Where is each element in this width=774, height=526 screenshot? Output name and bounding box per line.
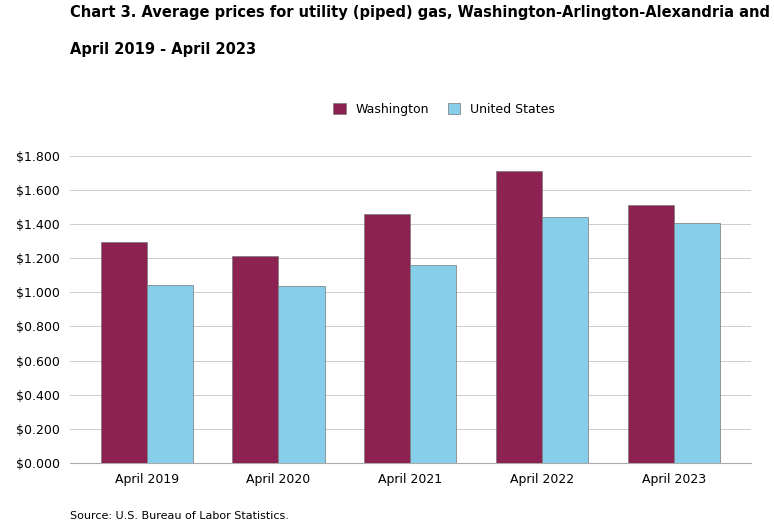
Bar <box>496 171 542 463</box>
Bar <box>232 257 279 463</box>
Bar <box>410 265 457 463</box>
Text: Chart 3. Average prices for utility (piped) gas, Washington-Arlington-Alexandria: Chart 3. Average prices for utility (pip… <box>70 5 774 21</box>
Bar <box>147 286 193 463</box>
Bar <box>364 214 410 463</box>
Bar <box>279 286 324 463</box>
Bar <box>673 223 720 463</box>
Legend: Washington, United States: Washington, United States <box>334 103 555 116</box>
Text: Source: U.S. Bureau of Labor Statistics.: Source: U.S. Bureau of Labor Statistics. <box>70 511 289 521</box>
Text: April 2019 - April 2023: April 2019 - April 2023 <box>70 42 255 57</box>
Bar <box>628 205 673 463</box>
Bar <box>542 217 588 463</box>
Bar <box>101 242 147 463</box>
